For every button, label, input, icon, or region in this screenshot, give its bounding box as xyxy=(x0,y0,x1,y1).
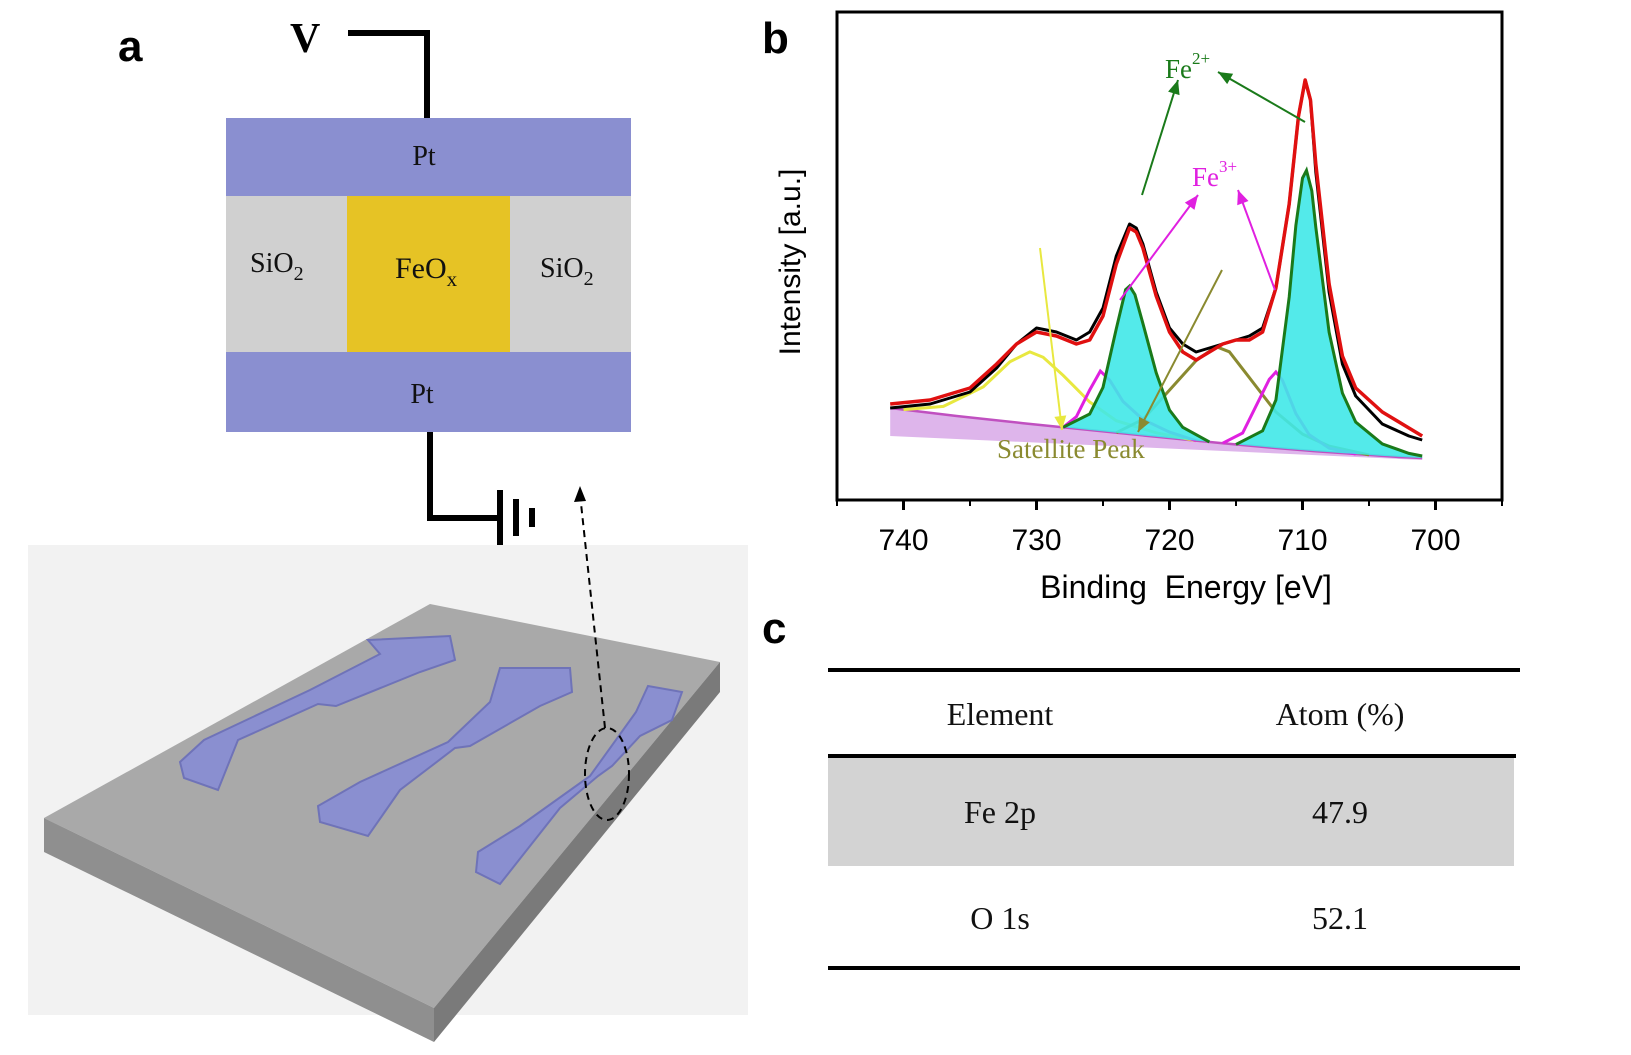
table-row-shade xyxy=(828,758,1514,866)
x-tick-label-700: 700 xyxy=(1410,524,1460,557)
feox-label: FeOx xyxy=(395,252,458,291)
substrate-front xyxy=(44,818,434,1042)
fe2-arrow-right-line xyxy=(1217,71,1306,123)
substrate-side xyxy=(434,662,720,1042)
x-tick-label-730: 730 xyxy=(1011,524,1061,557)
device-2 xyxy=(316,667,574,838)
baseline-fill xyxy=(890,408,1423,460)
top-pt-electrode xyxy=(226,118,631,196)
zoom-arrow-line xyxy=(579,493,606,729)
satellite-arrow-1-head xyxy=(1054,415,1067,430)
table-bottom-rule xyxy=(828,966,1520,970)
peak-fill-fe2p_3_2 xyxy=(1063,286,1210,442)
fe2-arrow-left-line xyxy=(1141,79,1179,196)
right-sio2-sub: 2 xyxy=(584,268,594,290)
right-sio2-region xyxy=(510,196,631,352)
row-o-element: O 1s xyxy=(970,900,1030,936)
peak-fill-fe2p_1_2 xyxy=(1236,170,1423,458)
left-sio2-base: SiO xyxy=(250,248,294,279)
panel-label-b: b xyxy=(762,14,789,63)
satellite-arrow-2-line xyxy=(1137,269,1223,433)
satellite-annotation: Satellite Peak xyxy=(997,434,1145,464)
fe2-base: Fe xyxy=(1165,54,1192,84)
ground-wire xyxy=(427,432,497,521)
bottom-pt-label: Pt xyxy=(410,379,434,410)
feox-layer xyxy=(347,196,510,352)
series-layer xyxy=(890,78,1424,460)
y-axis-label: Intensity [a.u.] xyxy=(774,169,807,356)
fe3-sup: 3+ xyxy=(1219,157,1237,176)
zoom-arrow-head xyxy=(574,486,586,502)
table-header-rule xyxy=(828,754,1516,758)
xps-chart: 740 730 720 710 700 Binding Energy [eV] Inte… xyxy=(774,10,1504,605)
top-pt-label: Pt xyxy=(412,141,436,172)
header-atom: Atom (%) xyxy=(1275,696,1405,732)
satellite-arrow-1-line xyxy=(1039,247,1063,431)
annotation-arrows xyxy=(1039,71,1306,433)
x-axis-label: Binding Energy [eV] xyxy=(1040,569,1332,605)
peak-line-fe2p_1_2 xyxy=(1235,166,1423,458)
feox-base: FeO xyxy=(395,252,447,285)
bottom-pt-electrode xyxy=(226,352,631,432)
device-1 xyxy=(178,634,457,792)
device-3 xyxy=(474,684,684,886)
fe2-arrow-left-head xyxy=(1168,80,1180,96)
header-element: Element xyxy=(946,696,1054,732)
tick-layer: 740 730 720 710 700 xyxy=(836,500,1503,557)
row-o-atom: 52.1 xyxy=(1312,900,1368,936)
row-fe-element: Fe 2p xyxy=(964,794,1036,830)
fe2-sup: 2+ xyxy=(1192,49,1210,68)
x-tick-label-710: 710 xyxy=(1277,524,1327,557)
fe3-arrow-right-head xyxy=(1237,190,1249,206)
x-tick-label-740: 740 xyxy=(878,524,928,557)
feox-sub: x xyxy=(447,267,458,291)
device-schematic: V Pt Pt SiO2 SiO2 FeOx xyxy=(28,16,748,1042)
right-sio2-base: SiO xyxy=(540,253,584,284)
voltage-wire xyxy=(348,30,430,120)
fe2-arrow-right-head xyxy=(1218,72,1234,85)
panel-label-c: c xyxy=(762,604,787,653)
left-sio2-label: SiO2 xyxy=(250,248,304,285)
fe3-arrow-right-line xyxy=(1237,189,1276,291)
panel-label-a: a xyxy=(118,22,143,71)
fe3-base: Fe xyxy=(1192,162,1219,192)
left-sio2-region xyxy=(226,196,347,352)
satellite-arrow-2-head xyxy=(1138,416,1150,432)
fe3-arrow-left-head xyxy=(1184,195,1198,210)
peak-line-fe2p_3_2 xyxy=(1062,283,1211,444)
table-top-rule xyxy=(828,668,1520,672)
x-tick-label-720: 720 xyxy=(1144,524,1194,557)
voltage-label: V xyxy=(290,16,320,62)
left-sio2-sub: 2 xyxy=(294,263,304,285)
row-fe-atom: 47.9 xyxy=(1312,794,1368,830)
right-sio2-label: SiO2 xyxy=(540,253,594,290)
fe2-annotation: Fe2+ xyxy=(1165,49,1210,84)
zoom-ellipse xyxy=(584,727,630,821)
fe3-annotation: Fe3+ xyxy=(1192,157,1237,192)
fe3-arrow-left-line xyxy=(1119,194,1199,301)
